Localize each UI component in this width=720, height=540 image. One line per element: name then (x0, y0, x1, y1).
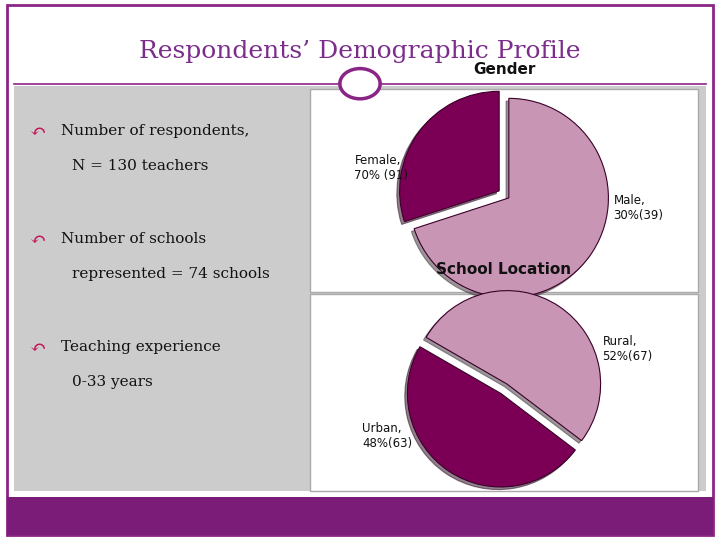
Text: Rural,
52%(67): Rural, 52%(67) (603, 335, 653, 362)
FancyBboxPatch shape (310, 294, 698, 491)
Wedge shape (408, 347, 575, 487)
FancyBboxPatch shape (7, 5, 713, 535)
FancyBboxPatch shape (310, 89, 698, 292)
Text: ↶: ↶ (29, 340, 45, 358)
FancyBboxPatch shape (7, 497, 713, 535)
Text: Urban,
48%(63): Urban, 48%(63) (362, 422, 413, 450)
Wedge shape (426, 291, 600, 441)
Wedge shape (400, 91, 499, 221)
FancyBboxPatch shape (14, 86, 706, 491)
Text: Teaching experience: Teaching experience (61, 340, 221, 354)
Text: N = 130 teachers: N = 130 teachers (72, 159, 208, 173)
Wedge shape (414, 98, 608, 298)
Text: Male,
30%(39): Male, 30%(39) (613, 194, 663, 222)
Text: Respondents’ Demographic Profile: Respondents’ Demographic Profile (139, 40, 581, 63)
Title: Gender: Gender (473, 62, 535, 77)
Text: represented = 74 schools: represented = 74 schools (72, 267, 270, 281)
Title: School Location: School Location (436, 262, 572, 277)
Text: 0-33 years: 0-33 years (72, 375, 153, 389)
Text: Number of respondents,: Number of respondents, (61, 124, 250, 138)
Text: Number of schools: Number of schools (61, 232, 207, 246)
Text: Female,
70% (91): Female, 70% (91) (354, 154, 408, 182)
Circle shape (341, 70, 379, 98)
Text: ↶: ↶ (29, 232, 45, 250)
Text: ↶: ↶ (29, 124, 45, 142)
